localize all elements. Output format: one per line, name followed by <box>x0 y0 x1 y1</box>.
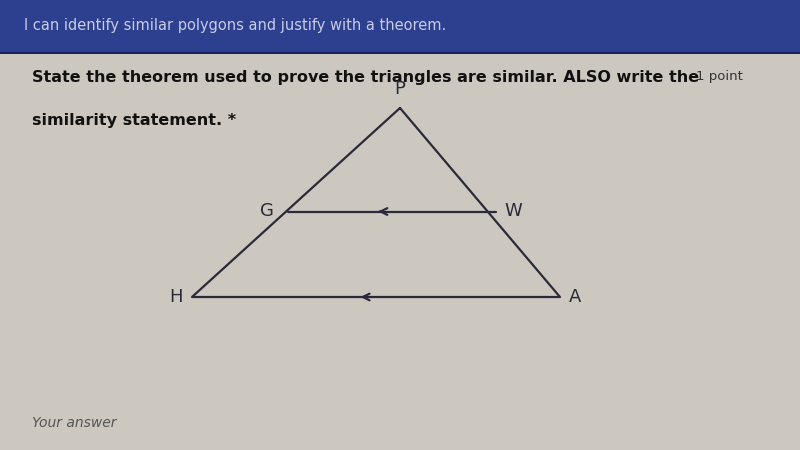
Bar <box>0 0 800 52</box>
Text: A: A <box>569 288 581 306</box>
Text: P: P <box>394 80 406 98</box>
Text: Your answer: Your answer <box>32 416 117 430</box>
Text: G: G <box>260 202 274 220</box>
Text: 1 point: 1 point <box>696 70 743 83</box>
Text: H: H <box>170 288 183 306</box>
Text: I can identify similar polygons and justify with a theorem.: I can identify similar polygons and just… <box>24 18 446 33</box>
Text: W: W <box>505 202 522 220</box>
Text: State the theorem used to prove the triangles are similar. ALSO write the: State the theorem used to prove the tria… <box>32 70 699 85</box>
Text: similarity statement. *: similarity statement. * <box>32 112 236 127</box>
Bar <box>0 52 800 54</box>
